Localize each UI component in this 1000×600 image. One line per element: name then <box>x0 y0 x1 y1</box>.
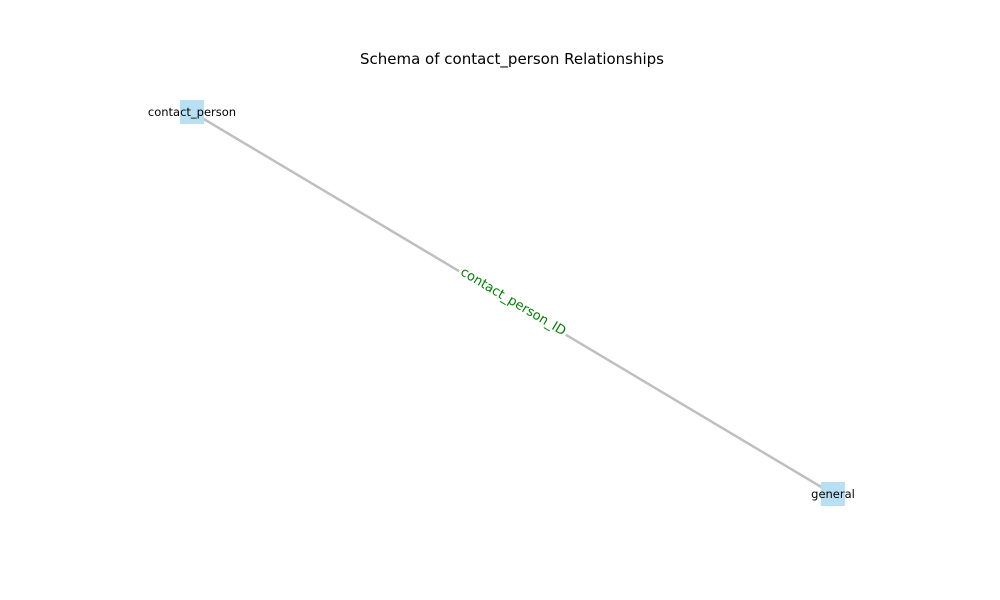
node-box <box>180 100 204 124</box>
node-contact-person: contact_person <box>148 100 236 124</box>
node-label: contact_person <box>148 105 236 119</box>
edge-label-background <box>455 262 571 342</box>
edge-contact-person-general: contact_person_ID <box>190 110 835 496</box>
node-box <box>821 482 845 506</box>
node-general: general <box>811 482 855 506</box>
diagram-title: Schema of contact_person Relationships <box>360 50 664 69</box>
edge-label: contact_person_ID <box>458 265 569 339</box>
node-label: general <box>811 487 855 501</box>
